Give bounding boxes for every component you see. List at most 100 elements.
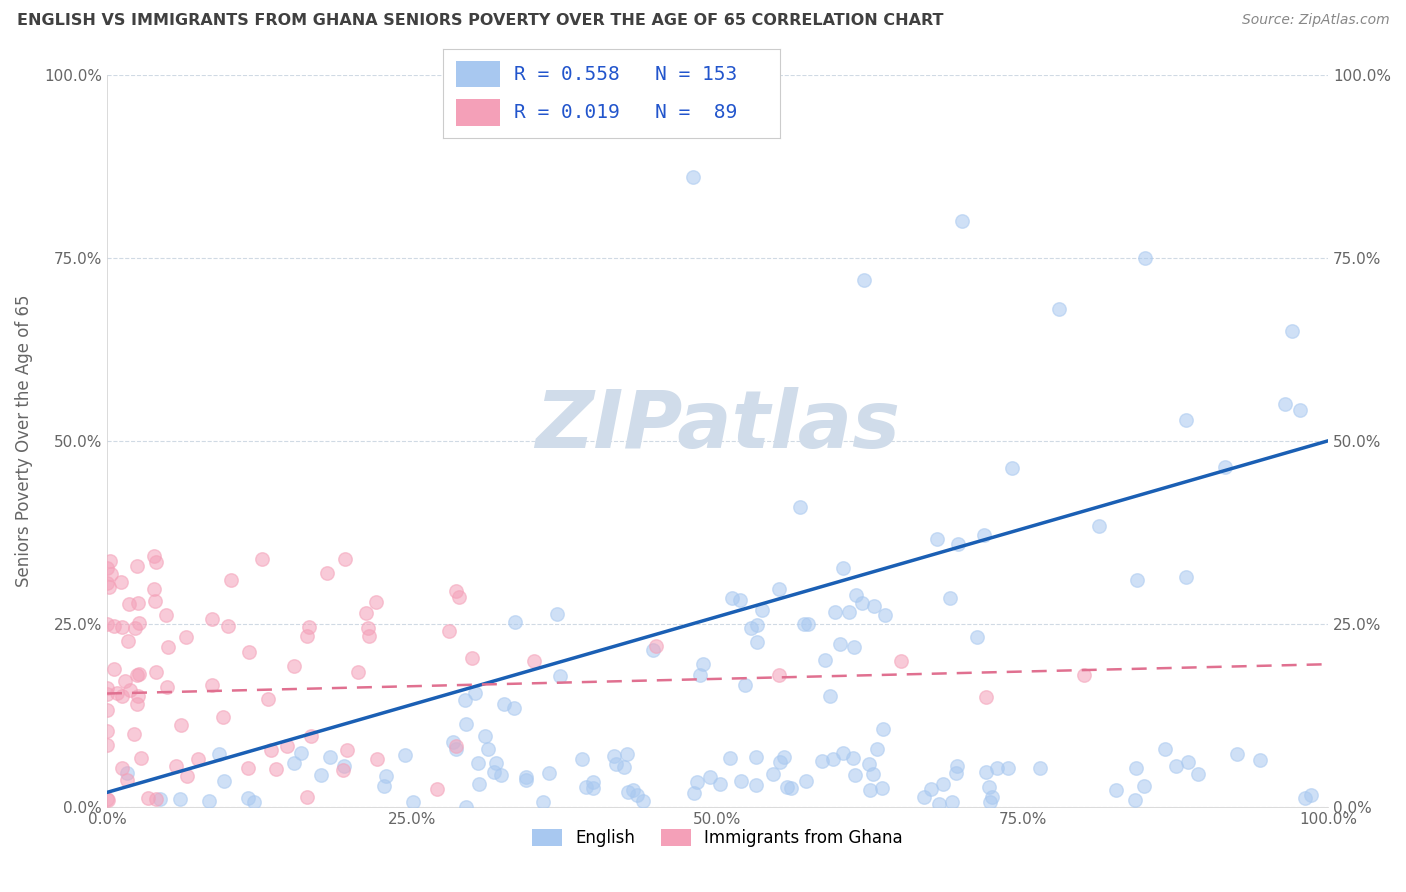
- Point: [96, 792, 118, 806]
- Point: [818, 689, 841, 703]
- Point: [928, 797, 950, 812]
- Point: [165, 758, 187, 772]
- Point: [858, 757, 880, 772]
- Point: [96, 575, 118, 590]
- Point: [814, 653, 837, 667]
- Point: [997, 761, 1019, 775]
- Point: [866, 742, 889, 756]
- Point: [402, 796, 425, 810]
- Point: [96, 616, 118, 631]
- Point: [96, 723, 118, 738]
- Point: [1105, 782, 1128, 797]
- Point: [797, 617, 820, 632]
- Point: [212, 774, 235, 789]
- Point: [986, 761, 1008, 775]
- Y-axis label: Seniors Poverty Over the Age of 65: Seniors Poverty Over the Age of 65: [15, 294, 32, 587]
- Point: [127, 689, 149, 703]
- Point: [201, 612, 224, 626]
- Point: [531, 795, 554, 809]
- Point: [169, 792, 191, 806]
- Point: [548, 669, 571, 683]
- Point: [602, 749, 624, 764]
- Point: [142, 582, 165, 596]
- Point: [582, 775, 605, 789]
- Point: [631, 794, 654, 808]
- Point: [149, 792, 172, 806]
- Point: [832, 561, 855, 575]
- Point: [920, 782, 942, 797]
- Point: [1187, 767, 1209, 781]
- Point: [1177, 756, 1199, 770]
- Point: [156, 640, 179, 654]
- Point: [974, 765, 997, 780]
- Point: [966, 630, 988, 644]
- Point: [238, 790, 260, 805]
- Text: R = 0.019   N =  89: R = 0.019 N = 89: [513, 103, 737, 122]
- Point: [127, 697, 149, 711]
- Point: [1133, 780, 1156, 794]
- Point: [1126, 573, 1149, 587]
- Point: [1073, 668, 1095, 682]
- Point: [283, 659, 305, 673]
- Point: [295, 789, 318, 804]
- Point: [122, 727, 145, 741]
- Point: [373, 779, 395, 793]
- Point: [870, 781, 893, 796]
- Point: [773, 749, 796, 764]
- Point: [266, 762, 288, 776]
- Point: [492, 698, 515, 712]
- Point: [873, 608, 896, 623]
- Point: [682, 170, 704, 185]
- Point: [170, 718, 193, 732]
- Point: [692, 657, 714, 671]
- Point: [1125, 761, 1147, 775]
- Point: [1174, 570, 1197, 584]
- Point: [110, 575, 132, 590]
- Point: [145, 555, 167, 569]
- Point: [110, 761, 132, 775]
- Point: [844, 768, 866, 782]
- Point: [689, 668, 711, 682]
- Point: [1049, 301, 1071, 316]
- Point: [128, 616, 150, 631]
- Point: [238, 761, 260, 775]
- Point: [1174, 413, 1197, 427]
- Point: [938, 591, 960, 605]
- Point: [941, 796, 963, 810]
- Point: [97, 580, 120, 594]
- Point: [105, 686, 128, 700]
- Point: [374, 770, 396, 784]
- Point: [582, 781, 605, 796]
- Point: [364, 595, 387, 609]
- Point: [283, 756, 305, 770]
- Point: [366, 751, 388, 765]
- Text: Source: ZipAtlas.com: Source: ZipAtlas.com: [1241, 13, 1389, 28]
- Point: [872, 722, 894, 736]
- Point: [441, 735, 464, 749]
- Point: [613, 759, 636, 773]
- Point: [437, 624, 460, 639]
- Point: [96, 561, 118, 575]
- Point: [1213, 460, 1236, 475]
- Point: [97, 793, 120, 807]
- Point: [950, 214, 973, 228]
- Point: [357, 621, 380, 635]
- Point: [821, 752, 844, 766]
- Point: [127, 667, 149, 681]
- Point: [747, 635, 769, 649]
- Point: [709, 777, 731, 791]
- Point: [426, 781, 449, 796]
- Point: [794, 774, 817, 789]
- Point: [257, 692, 280, 706]
- Point: [859, 783, 882, 797]
- Point: [626, 788, 648, 802]
- Point: [845, 589, 868, 603]
- Point: [156, 680, 179, 694]
- Point: [332, 764, 354, 778]
- Point: [730, 773, 752, 788]
- Point: [484, 764, 506, 779]
- Point: [243, 795, 266, 809]
- Text: ZIPatlas: ZIPatlas: [536, 387, 900, 465]
- Point: [298, 619, 321, 633]
- Point: [1123, 792, 1146, 806]
